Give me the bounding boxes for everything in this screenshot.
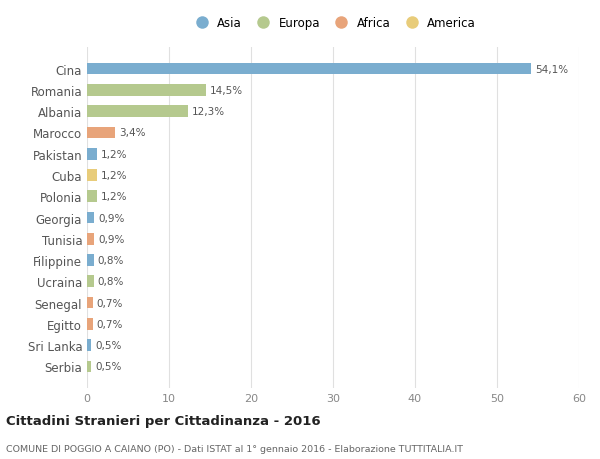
Text: 14,5%: 14,5% — [210, 86, 243, 95]
Bar — [87, 64, 530, 75]
Text: Cittadini Stranieri per Cittadinanza - 2016: Cittadini Stranieri per Cittadinanza - 2… — [6, 414, 320, 428]
Text: 0,5%: 0,5% — [95, 362, 122, 372]
Text: 1,2%: 1,2% — [101, 171, 127, 180]
Text: 0,9%: 0,9% — [98, 234, 125, 244]
Bar — [87, 318, 93, 330]
Bar — [87, 106, 188, 118]
Bar — [87, 361, 91, 372]
Bar — [87, 170, 97, 181]
Text: 1,2%: 1,2% — [101, 192, 127, 202]
Legend: Asia, Europa, Africa, America: Asia, Europa, Africa, America — [187, 13, 479, 34]
Text: COMUNE DI POGGIO A CAIANO (PO) - Dati ISTAT al 1° gennaio 2016 - Elaborazione TU: COMUNE DI POGGIO A CAIANO (PO) - Dati IS… — [6, 444, 463, 453]
Text: 3,4%: 3,4% — [119, 128, 145, 138]
Bar — [87, 234, 94, 245]
Text: 0,7%: 0,7% — [97, 298, 123, 308]
Bar — [87, 191, 97, 202]
Bar — [87, 340, 91, 351]
Text: 1,2%: 1,2% — [101, 149, 127, 159]
Text: 0,9%: 0,9% — [98, 213, 125, 223]
Bar — [87, 297, 93, 309]
Text: 12,3%: 12,3% — [192, 107, 225, 117]
Text: 0,7%: 0,7% — [97, 319, 123, 329]
Bar — [87, 127, 115, 139]
Bar — [87, 212, 94, 224]
Text: 0,8%: 0,8% — [98, 256, 124, 265]
Bar — [87, 149, 97, 160]
Text: 54,1%: 54,1% — [535, 64, 568, 74]
Text: 0,8%: 0,8% — [98, 277, 124, 287]
Bar — [87, 255, 94, 266]
Bar — [87, 85, 206, 96]
Bar — [87, 276, 94, 287]
Text: 0,5%: 0,5% — [95, 341, 122, 350]
